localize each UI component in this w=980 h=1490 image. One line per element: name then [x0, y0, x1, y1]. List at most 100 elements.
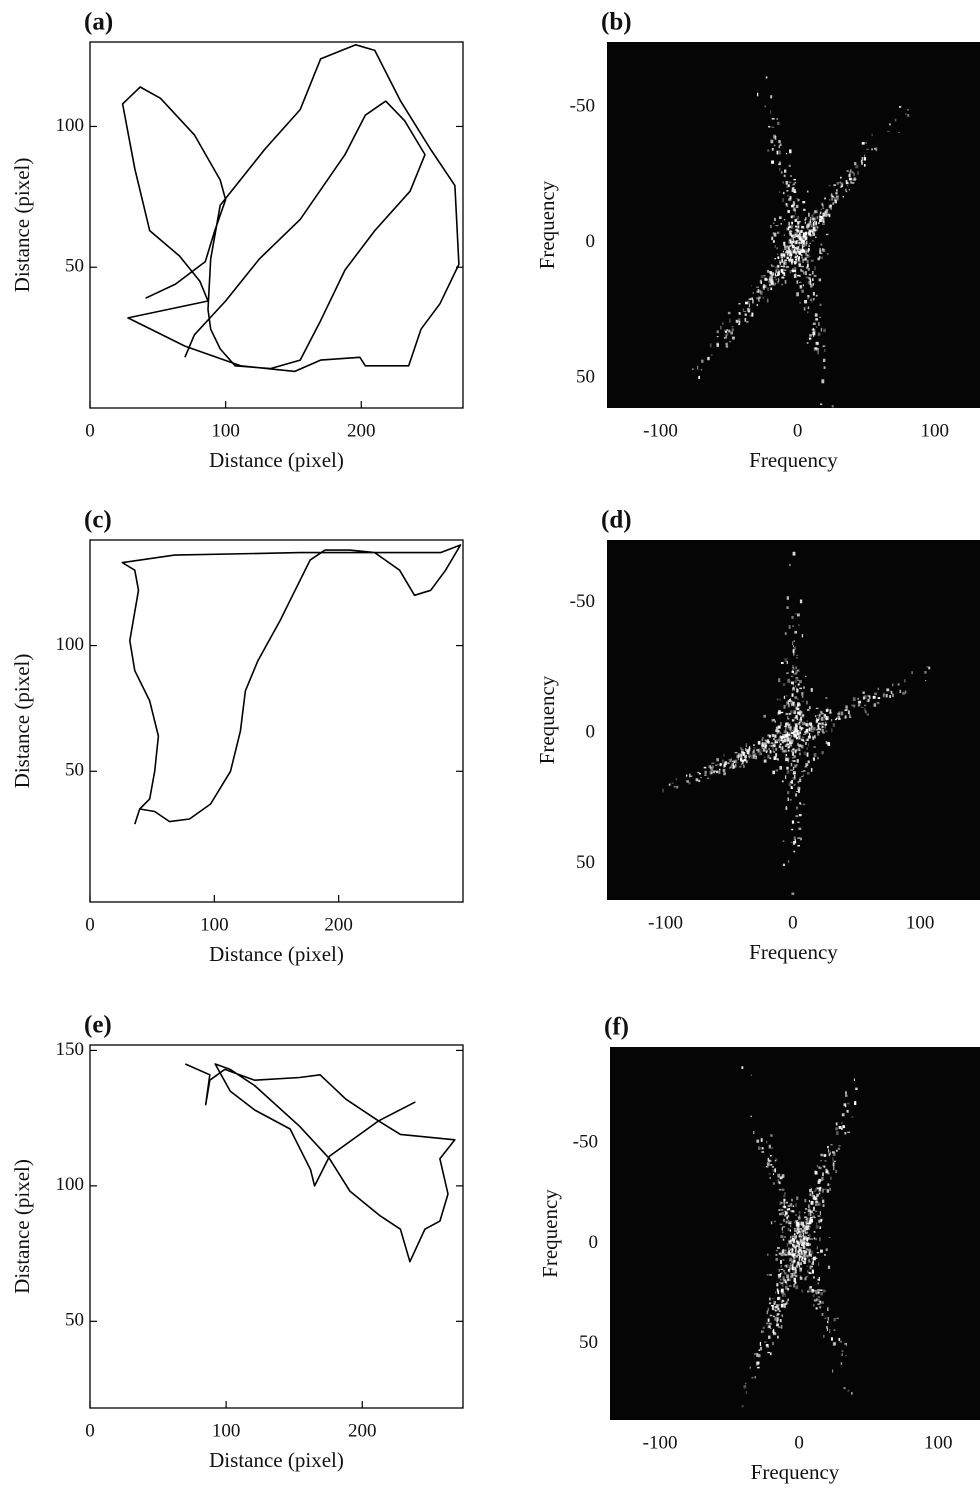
speckle: [810, 1265, 813, 1268]
speckle: [785, 249, 787, 251]
speckle: [795, 793, 798, 797]
speckle: [796, 732, 798, 736]
speckle: [801, 244, 804, 249]
speckle: [806, 224, 810, 228]
speckle: [808, 1221, 812, 1224]
speckle: [825, 1170, 829, 1174]
x-tick-label: 200: [324, 914, 353, 935]
speckle: [774, 273, 777, 277]
speckle: [788, 197, 792, 201]
speckle: [782, 1259, 785, 1261]
speckle: [788, 1259, 791, 1261]
speckle: [812, 1303, 815, 1307]
speckle: [793, 179, 797, 181]
speckle: [794, 840, 797, 844]
speckle: [787, 194, 789, 197]
speckle: [839, 181, 841, 184]
speckle: [820, 1219, 822, 1223]
speckle: [756, 1139, 760, 1143]
speckle: [861, 706, 864, 708]
speckle: [825, 697, 828, 699]
speckle: [787, 791, 790, 795]
speckle: [805, 234, 807, 238]
speckle: [813, 727, 816, 731]
speckle: [806, 1240, 808, 1245]
speckle: [788, 1269, 791, 1273]
speckle: [789, 742, 792, 744]
speckle: [807, 1237, 810, 1240]
speckle: [836, 189, 838, 192]
speckle: [762, 1326, 766, 1329]
speckle: [819, 216, 823, 219]
speckle: [790, 253, 793, 256]
speckle: [815, 341, 819, 345]
speckle: [789, 245, 792, 247]
x-tick-label: 0: [85, 420, 95, 441]
speckle: [785, 1301, 788, 1305]
speckle: [761, 746, 764, 749]
speckle: [831, 1151, 835, 1154]
speckle: [785, 754, 788, 757]
speckle: [794, 1269, 797, 1274]
speckle: [793, 755, 797, 758]
speckle: [820, 1218, 823, 1221]
speckle: [866, 713, 870, 716]
speckle: [787, 723, 790, 728]
speckle: [791, 269, 795, 273]
speckle: [764, 739, 768, 742]
x-tick-label: 200: [348, 1420, 377, 1441]
speckle: [800, 268, 802, 272]
speckle: [800, 720, 802, 724]
speckle: [802, 1237, 804, 1239]
speckle: [808, 1204, 810, 1209]
speckle: [764, 105, 767, 108]
speckle: [892, 683, 894, 687]
speckle: [758, 748, 761, 753]
speckle: [825, 741, 827, 744]
speckle: [753, 747, 756, 749]
speckle: [792, 215, 795, 218]
speckle: [797, 837, 801, 839]
speckle: [857, 697, 859, 700]
speckle: [783, 1203, 786, 1207]
speckle: [818, 1166, 821, 1169]
speckle: [819, 1300, 821, 1304]
speckle: [832, 1152, 836, 1156]
y-tick-label: 100: [56, 1174, 85, 1195]
speckle: [812, 322, 816, 325]
speckle: [813, 1190, 817, 1192]
speckle: [793, 182, 795, 186]
y-tick-label: 100: [56, 634, 85, 655]
speckle: [786, 228, 788, 231]
speckle: [885, 693, 888, 698]
speckle: [811, 1269, 814, 1274]
speckle: [815, 1225, 819, 1229]
speckle: [803, 271, 805, 275]
speckle: [775, 741, 778, 744]
speckle: [845, 1355, 847, 1357]
speckle: [778, 1180, 781, 1183]
speckle: [780, 1282, 784, 1285]
speckle: [796, 688, 799, 690]
speckle: [749, 1366, 751, 1369]
speckle: [780, 1278, 782, 1281]
speckle: [786, 152, 788, 155]
speckle: [794, 233, 797, 237]
speckle: [799, 725, 802, 728]
speckle: [831, 719, 833, 722]
speckle: [799, 1275, 802, 1279]
speckle: [829, 1187, 831, 1191]
speckle: [783, 219, 786, 221]
speckle: [770, 742, 774, 745]
speckle: [822, 223, 825, 225]
speckle: [797, 274, 800, 277]
speckle: [750, 1115, 752, 1118]
speckle: [806, 738, 809, 742]
speckle: [773, 134, 777, 139]
speckle: [788, 1215, 790, 1218]
panel-label: (e): [84, 1012, 112, 1039]
speckle: [819, 1179, 823, 1182]
speckle: [783, 261, 785, 264]
speckle: [787, 797, 789, 801]
speckle: [784, 1272, 787, 1275]
